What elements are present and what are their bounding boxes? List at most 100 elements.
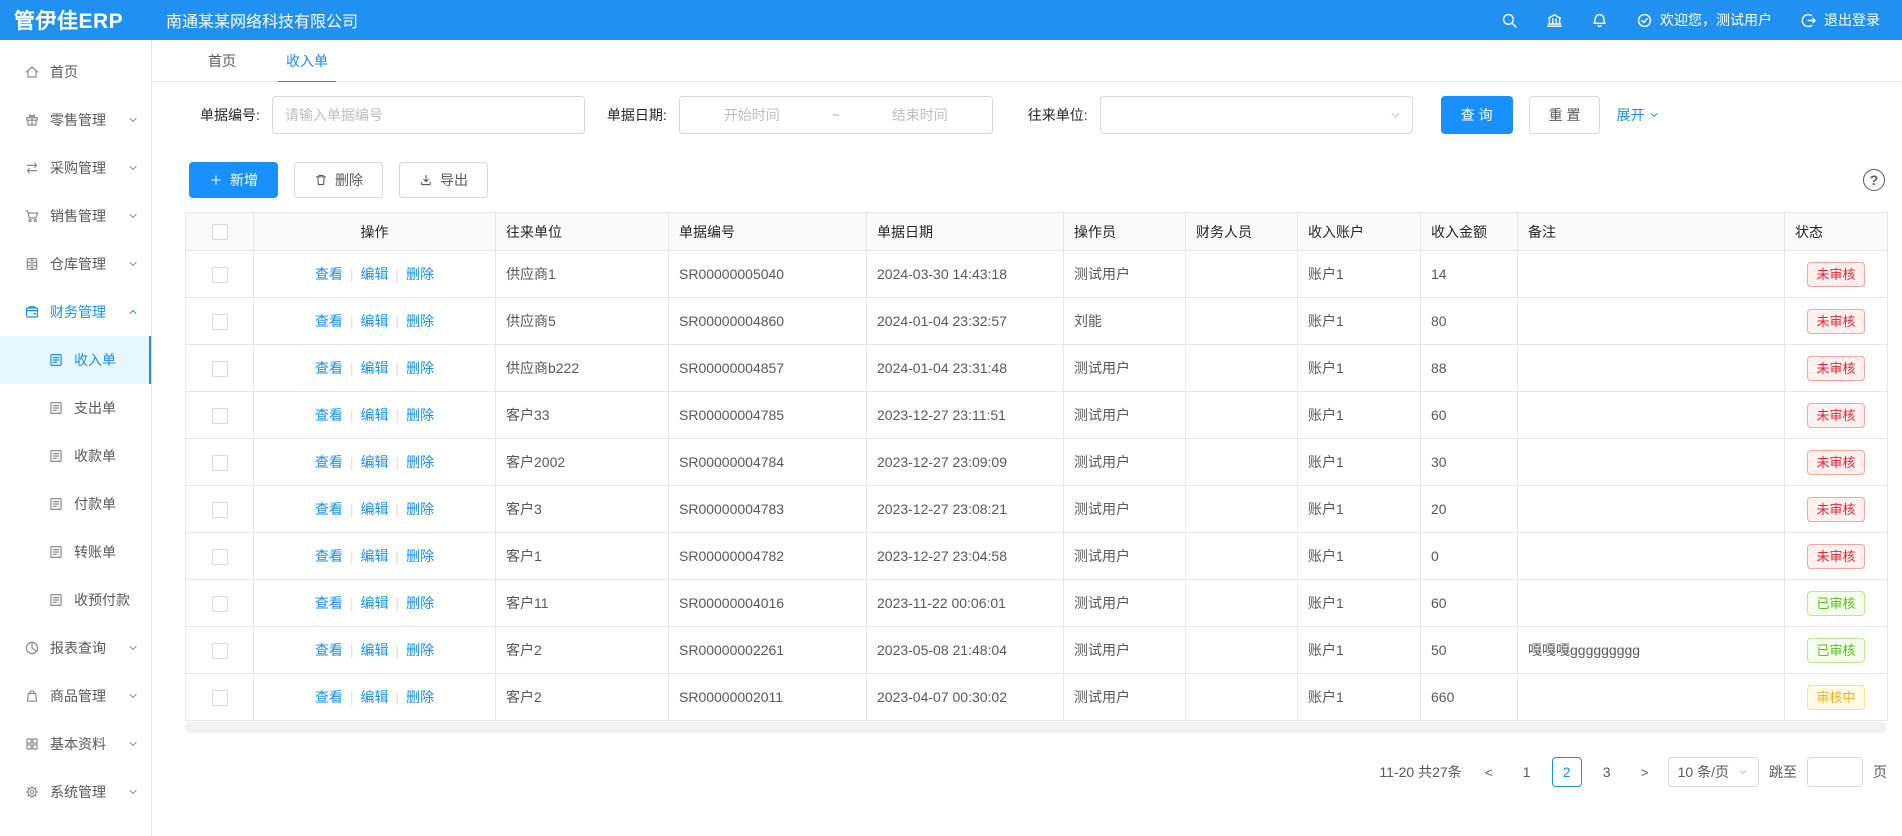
- delete-button[interactable]: 删除: [294, 162, 383, 198]
- page-size-select[interactable]: 10 条/页: [1667, 757, 1759, 787]
- edit-link[interactable]: 编辑: [360, 595, 389, 611]
- search-button[interactable]: 查 询: [1440, 96, 1513, 134]
- edit-link[interactable]: 编辑: [360, 360, 389, 376]
- row-checkbox[interactable]: [211, 595, 228, 612]
- export-button[interactable]: 导出: [399, 162, 488, 198]
- expand-link[interactable]: 展开: [1616, 105, 1660, 125]
- sidebar-item-expense[interactable]: 支出单: [0, 384, 151, 432]
- add-button[interactable]: 新增: [189, 162, 278, 198]
- view-link[interactable]: 查看: [314, 501, 343, 517]
- horizontal-scrollbar[interactable]: [185, 722, 1887, 733]
- bell-icon[interactable]: [1591, 12, 1608, 29]
- view-link[interactable]: 查看: [314, 407, 343, 423]
- plus-icon: [209, 173, 223, 187]
- edit-link[interactable]: 编辑: [360, 454, 389, 470]
- sidebar-item-income[interactable]: 收入单: [0, 336, 151, 384]
- select-all-checkbox[interactable]: [211, 224, 228, 241]
- view-link[interactable]: 查看: [314, 548, 343, 564]
- row-checkbox[interactable]: [211, 407, 228, 424]
- cell-status: 未审核: [1784, 438, 1888, 486]
- tab-home[interactable]: 首页: [208, 52, 236, 69]
- cell-bill-no: SR00000002261: [668, 626, 867, 674]
- cell-status: 已审核: [1784, 626, 1888, 674]
- edit-link[interactable]: 编辑: [360, 689, 389, 705]
- cell-account: 账户1: [1297, 673, 1421, 721]
- sidebar-item-goods[interactable]: 商品管理: [0, 672, 151, 720]
- link-separator: |: [395, 595, 400, 611]
- tab-income[interactable]: 收入单: [278, 40, 336, 83]
- sidebar-item-retail[interactable]: 零售管理: [0, 96, 151, 144]
- delete-link[interactable]: 删除: [406, 595, 435, 611]
- view-link[interactable]: 查看: [314, 454, 343, 470]
- sales-icon: [24, 208, 40, 224]
- welcome-user[interactable]: 欢迎您，测试用户: [1636, 10, 1772, 30]
- sidebar-item-reports[interactable]: 报表查询: [0, 624, 151, 672]
- status-badge: 未审核: [1807, 261, 1865, 287]
- page-button-1[interactable]: 1: [1522, 764, 1531, 780]
- row-actions-cell: 查看 | 编辑 | 删除: [253, 250, 496, 298]
- row-checkbox[interactable]: [211, 642, 228, 659]
- edit-link[interactable]: 编辑: [360, 266, 389, 282]
- row-checkbox[interactable]: [211, 313, 228, 330]
- bill-no-input[interactable]: [271, 96, 585, 134]
- row-checkbox[interactable]: [211, 454, 228, 471]
- date-range-picker[interactable]: 开始时间 ~ 结束时间: [678, 96, 993, 134]
- sidebar-item-payment[interactable]: 付款单: [0, 480, 151, 528]
- partner-select[interactable]: [1099, 96, 1413, 134]
- sidebar-item-system[interactable]: 系统管理: [0, 768, 151, 816]
- view-link[interactable]: 查看: [314, 689, 343, 705]
- delete-link[interactable]: 删除: [406, 266, 435, 282]
- delete-link[interactable]: 删除: [406, 313, 435, 329]
- link-separator: |: [349, 501, 354, 517]
- sidebar-item-finance[interactable]: 财务管理: [0, 288, 151, 336]
- delete-link[interactable]: 删除: [406, 407, 435, 423]
- view-link[interactable]: 查看: [314, 313, 343, 329]
- row-checkbox[interactable]: [211, 360, 228, 377]
- cell-partner: 客户2002: [495, 438, 669, 486]
- sidebar-item-sales[interactable]: 销售管理: [0, 192, 151, 240]
- sidebar-item-transfer[interactable]: 转账单: [0, 528, 151, 576]
- sidebar-item-basic[interactable]: 基本资料: [0, 720, 151, 768]
- row-checkbox[interactable]: [211, 548, 228, 565]
- jump-page-input[interactable]: [1807, 757, 1863, 787]
- next-page-button[interactable]: >: [1640, 764, 1649, 780]
- view-link[interactable]: 查看: [314, 642, 343, 658]
- bank-icon[interactable]: [1546, 12, 1563, 29]
- sidebar-item-advance[interactable]: 收预付款: [0, 576, 151, 624]
- sidebar-item-receipt[interactable]: 收款单: [0, 432, 151, 480]
- sidebar-item-warehouse[interactable]: 仓库管理: [0, 240, 151, 288]
- row-checkbox[interactable]: [211, 501, 228, 518]
- delete-link[interactable]: 删除: [406, 454, 435, 470]
- logout-button[interactable]: 退出登录: [1800, 10, 1880, 30]
- cell-status: 未审核: [1784, 297, 1888, 345]
- edit-link[interactable]: 编辑: [360, 313, 389, 329]
- edit-link[interactable]: 编辑: [360, 548, 389, 564]
- sidebar-item-home[interactable]: 首页: [0, 48, 151, 96]
- question-circle-icon[interactable]: ?: [1863, 169, 1885, 191]
- cell-amount: 60: [1420, 391, 1518, 439]
- finance-icon: [24, 304, 40, 320]
- view-link[interactable]: 查看: [314, 266, 343, 282]
- cell-remark: [1517, 250, 1785, 298]
- page-button-2[interactable]: 2: [1551, 757, 1582, 787]
- page-button-3[interactable]: 3: [1602, 764, 1611, 780]
- sidebar-item-purchase[interactable]: 采购管理: [0, 144, 151, 192]
- view-link[interactable]: 查看: [314, 360, 343, 376]
- delete-link[interactable]: 删除: [406, 548, 435, 564]
- search-icon[interactable]: [1501, 12, 1518, 29]
- row-checkbox[interactable]: [211, 689, 228, 706]
- delete-link[interactable]: 删除: [406, 501, 435, 517]
- view-link[interactable]: 查看: [314, 595, 343, 611]
- edit-link[interactable]: 编辑: [360, 407, 389, 423]
- edit-link[interactable]: 编辑: [360, 501, 389, 517]
- delete-link[interactable]: 删除: [406, 689, 435, 705]
- cell-operator: 测试用户: [1063, 532, 1186, 580]
- edit-link[interactable]: 编辑: [360, 642, 389, 658]
- delete-link[interactable]: 删除: [406, 360, 435, 376]
- row-checkbox[interactable]: [211, 266, 228, 283]
- reset-button[interactable]: 重 置: [1528, 96, 1601, 134]
- prev-page-button[interactable]: <: [1484, 764, 1493, 780]
- delete-link[interactable]: 删除: [406, 642, 435, 658]
- row-checkbox-cell: [185, 344, 254, 392]
- chevron-down-icon: [127, 258, 139, 270]
